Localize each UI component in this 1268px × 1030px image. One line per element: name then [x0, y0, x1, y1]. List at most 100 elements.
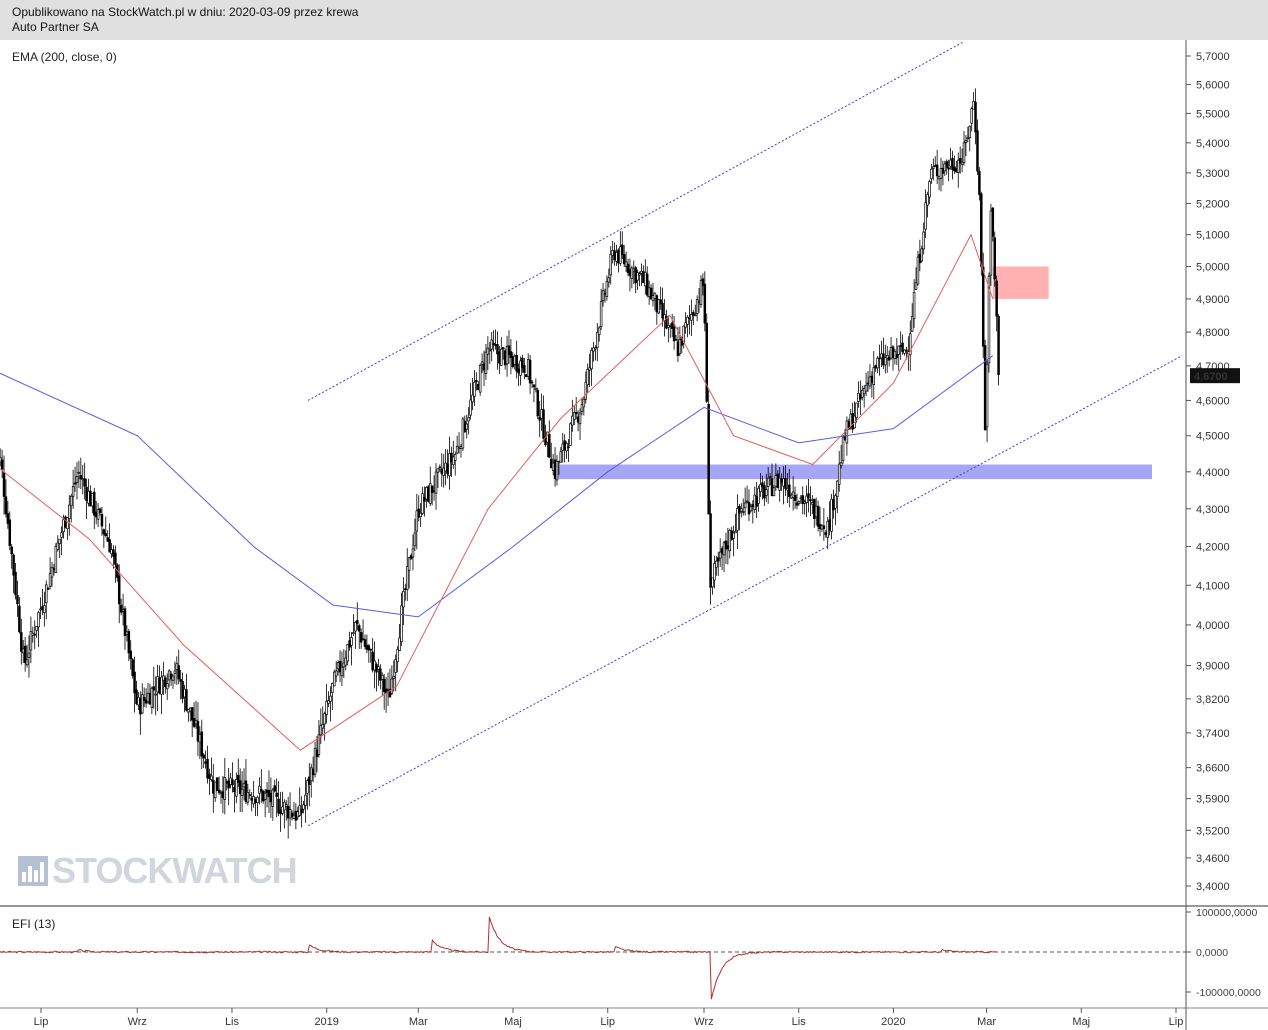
logo-bars-icon: [18, 856, 48, 886]
candle: [0, 449, 4, 479]
candle-body: [918, 254, 922, 264]
candle: [549, 442, 553, 469]
candle: [281, 791, 284, 816]
candle-body: [807, 493, 810, 499]
candle-body: [127, 631, 131, 654]
candle-body: [16, 595, 19, 605]
candle: [156, 664, 159, 712]
candle-body: [121, 609, 125, 612]
candle: [225, 778, 228, 791]
candle: [603, 288, 607, 303]
candle-body: [745, 500, 749, 503]
candle: [448, 436, 451, 490]
candle-body: [285, 804, 288, 807]
candle: [659, 286, 662, 310]
candle: [809, 486, 812, 517]
candle-body: [331, 682, 334, 693]
candle-body: [402, 591, 405, 608]
candle-body: [89, 490, 92, 507]
candle: [215, 777, 219, 792]
candle-body: [56, 542, 60, 550]
candle-body: [736, 508, 739, 531]
candle: [25, 644, 29, 668]
candle: [947, 159, 950, 182]
candle-body: [932, 166, 935, 169]
candle-body: [298, 805, 301, 816]
candle: [73, 466, 77, 492]
candle: [795, 493, 799, 510]
y-tick-label: 3,6600: [1196, 763, 1230, 775]
y-tick-label: 5,6000: [1196, 79, 1230, 91]
candle: [354, 621, 357, 650]
candle-body: [622, 254, 626, 265]
candle: [46, 586, 50, 590]
candle: [939, 157, 943, 192]
candle: [427, 484, 430, 503]
candle: [91, 492, 94, 514]
candle: [189, 707, 192, 722]
candle: [880, 340, 883, 368]
candle-body: [321, 723, 324, 729]
candle: [311, 756, 315, 783]
candle: [453, 451, 457, 476]
candle-body: [626, 263, 630, 273]
candle: [210, 757, 213, 782]
candle: [862, 385, 866, 408]
candle-body: [210, 775, 213, 780]
candle-body: [52, 568, 56, 571]
candle: [609, 246, 612, 285]
candle: [820, 524, 824, 533]
candle: [267, 770, 271, 814]
candle-body: [261, 790, 265, 802]
candle-body: [688, 317, 691, 319]
ema-indicator-label[interactable]: EMA (200, close, 0): [12, 50, 117, 64]
candle-body: [949, 159, 952, 167]
candle-body: [647, 287, 651, 297]
candle: [932, 158, 935, 181]
candle: [928, 179, 931, 204]
candle-body: [914, 282, 918, 290]
candle: [615, 244, 618, 266]
candle: [260, 769, 263, 804]
candle-body: [615, 252, 618, 262]
candle: [889, 337, 893, 360]
candle-body: [461, 418, 465, 449]
candle: [622, 244, 626, 267]
y-tick-label: 5,4000: [1196, 138, 1230, 150]
candle-body: [597, 327, 601, 335]
candle: [732, 525, 735, 557]
candle: [976, 119, 979, 175]
candle: [872, 351, 876, 400]
candle: [684, 312, 687, 334]
candle: [611, 240, 614, 264]
candle-body: [644, 271, 647, 287]
efi-indicator-label[interactable]: EFI (13): [12, 917, 56, 931]
candle-body: [839, 462, 843, 467]
candle: [338, 650, 342, 683]
candle-body: [283, 801, 286, 811]
candle-body: [258, 785, 261, 794]
candle: [571, 399, 574, 432]
candle: [693, 304, 697, 317]
candle: [887, 350, 891, 367]
candle-body: [190, 707, 194, 721]
candle: [175, 656, 179, 685]
y-tick-label: 5,7000: [1196, 51, 1230, 63]
candle-body: [584, 381, 588, 400]
candle: [670, 313, 674, 338]
candle-body: [2, 472, 6, 497]
candle: [471, 377, 474, 411]
candle: [56, 535, 60, 552]
candle: [937, 175, 941, 191]
candle-body: [784, 478, 787, 489]
candle-body: [778, 477, 781, 491]
candle: [632, 260, 636, 285]
candle: [450, 446, 453, 478]
candle-body: [404, 588, 407, 591]
candle: [158, 665, 161, 695]
candle-body: [722, 542, 726, 556]
candle-body: [377, 666, 380, 670]
candle-body: [776, 473, 780, 488]
candle: [286, 796, 290, 839]
